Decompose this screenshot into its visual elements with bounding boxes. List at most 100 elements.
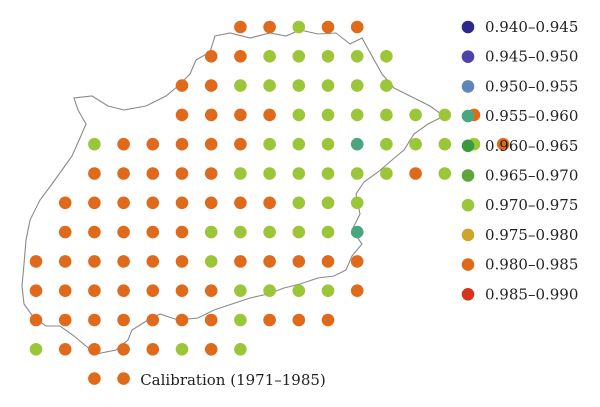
- grid-point: [350, 255, 364, 268]
- grid-point: [263, 108, 276, 122]
- legend-label: 0.970–0.975: [485, 196, 578, 214]
- grid-point: [263, 167, 276, 180]
- grid-point: [292, 196, 306, 210]
- grid-point: [175, 313, 189, 327]
- grid-point: [380, 79, 393, 92]
- grid-point: [58, 284, 72, 298]
- grid-point: [204, 108, 218, 122]
- grid-point: [204, 343, 218, 356]
- grid-point: [146, 313, 160, 327]
- grid-points: [29, 20, 510, 385]
- grid-point: [409, 108, 422, 122]
- grid-point: [146, 196, 160, 210]
- grid-point: [234, 20, 247, 34]
- grid-point: [234, 343, 247, 356]
- region-outline: [21, 29, 446, 355]
- grid-point: [350, 225, 364, 239]
- grid-point: [58, 225, 72, 239]
- grid-point: [292, 167, 306, 180]
- grid-point: [29, 313, 43, 327]
- legend-swatch: [461, 258, 475, 271]
- grid-point: [292, 313, 306, 327]
- grid-point: [234, 79, 247, 92]
- legend-label: 0.955–0.960: [485, 107, 578, 125]
- legend-swatch: [461, 139, 475, 153]
- grid-point: [292, 284, 306, 298]
- grid-point: [321, 196, 335, 210]
- grid-point: [175, 225, 189, 239]
- legend-label: 0.940–0.945: [485, 18, 578, 36]
- grid-point: [175, 196, 189, 210]
- grid-point: [88, 343, 101, 356]
- grid-point: [58, 343, 72, 356]
- grid-point: [321, 284, 335, 298]
- grid-point: [204, 79, 218, 92]
- grid-point: [321, 79, 335, 92]
- grid-point: [292, 108, 306, 122]
- legend-swatch: [461, 288, 475, 301]
- grid-point: [292, 50, 306, 63]
- grid-point: [321, 313, 335, 327]
- grid-point: [321, 108, 335, 122]
- grid-point: [88, 372, 101, 385]
- legend-swatch: [461, 20, 475, 34]
- grid-point: [234, 167, 247, 180]
- legend-label: 0.975–0.980: [485, 226, 578, 244]
- grid-point: [88, 313, 101, 327]
- grid-point: [438, 137, 452, 151]
- grid-point: [263, 79, 276, 92]
- grid-point: [263, 313, 276, 327]
- grid-point: [350, 108, 364, 122]
- grid-point: [175, 167, 189, 180]
- grid-point: [321, 255, 335, 268]
- grid-point: [88, 284, 101, 298]
- grid-point: [263, 225, 276, 239]
- grid-point: [234, 196, 247, 210]
- legend-label: 0.965–0.970: [485, 167, 578, 185]
- grid-point: [380, 137, 393, 151]
- grid-point: [88, 255, 101, 268]
- grid-point: [175, 79, 189, 92]
- grid-point: [146, 284, 160, 298]
- grid-point: [496, 137, 510, 151]
- legend: 0.940–0.945 0.945–0.950 0.950–0.955 0.955–0…: [461, 18, 578, 303]
- grid-point: [380, 108, 393, 122]
- grid-point: [380, 167, 393, 180]
- grid-point: [204, 313, 218, 327]
- grid-point: [146, 255, 160, 268]
- grid-point: [263, 137, 276, 151]
- grid-point: [58, 196, 72, 210]
- legend-swatch: [461, 50, 475, 63]
- grid-point: [146, 137, 160, 151]
- grid-point: [234, 255, 247, 268]
- grid-point: [204, 284, 218, 298]
- grid-point: [321, 225, 335, 239]
- grid-point: [380, 50, 393, 63]
- grid-point: [146, 343, 160, 356]
- grid-point: [29, 284, 43, 298]
- grid-point: [292, 79, 306, 92]
- grid-point: [117, 225, 130, 239]
- grid-point: [263, 284, 276, 298]
- grid-point: [263, 196, 276, 210]
- legend-swatch: [461, 169, 475, 182]
- grid-point: [321, 20, 335, 34]
- grid-point: [58, 255, 72, 268]
- grid-point: [29, 255, 43, 268]
- legend-label: 0.960–0.965: [485, 137, 578, 155]
- legend-swatch: [461, 228, 475, 242]
- grid-point: [117, 196, 130, 210]
- grid-point: [175, 255, 189, 268]
- legend-label: 0.980–0.985: [485, 256, 578, 274]
- legend-swatch: [461, 80, 475, 93]
- grid-point: [350, 137, 364, 151]
- grid-point: [263, 255, 276, 268]
- grid-point: [29, 343, 43, 356]
- grid-point: [117, 313, 130, 327]
- grid-point: [350, 20, 364, 34]
- grid-point: [350, 79, 364, 92]
- grid-point: [175, 343, 189, 356]
- legend-label: 0.950–0.955: [485, 77, 578, 95]
